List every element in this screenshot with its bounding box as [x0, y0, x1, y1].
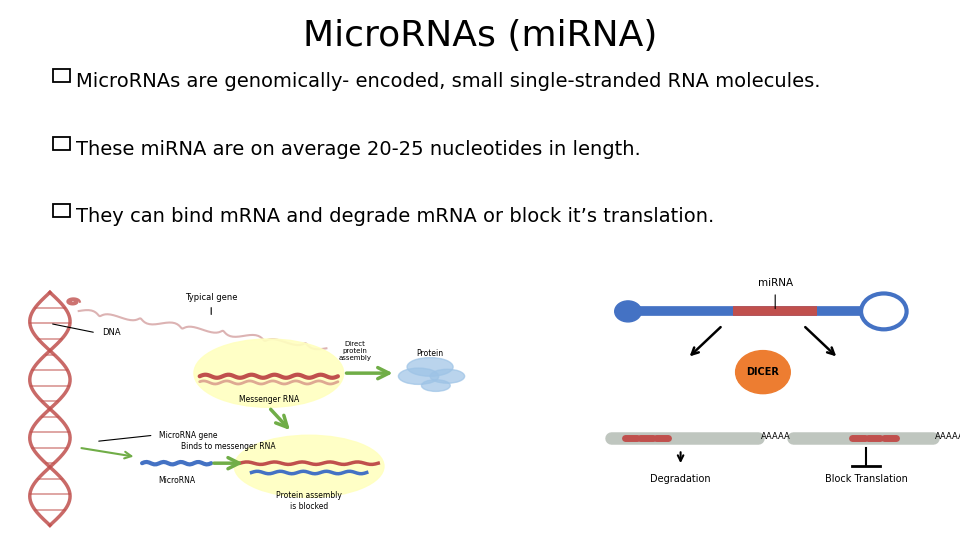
Text: Protein: Protein	[417, 349, 444, 357]
Ellipse shape	[407, 357, 453, 376]
Text: Typical gene: Typical gene	[185, 293, 237, 302]
FancyArrowPatch shape	[271, 409, 287, 427]
Text: Protein assembly
is blocked: Protein assembly is blocked	[276, 491, 342, 510]
Ellipse shape	[234, 435, 384, 497]
Bar	[53, 137, 70, 150]
Text: Messenger RNA: Messenger RNA	[239, 395, 299, 404]
Text: Degradation: Degradation	[650, 474, 711, 484]
Text: DNA: DNA	[102, 328, 120, 338]
Text: AAAAA: AAAAA	[761, 433, 791, 442]
Text: Binds to messenger RNA: Binds to messenger RNA	[181, 442, 276, 451]
Text: DICER: DICER	[747, 367, 780, 377]
Text: MicroRNA: MicroRNA	[158, 476, 195, 484]
Circle shape	[861, 293, 906, 329]
Ellipse shape	[421, 380, 450, 392]
Ellipse shape	[430, 369, 465, 383]
Ellipse shape	[194, 339, 344, 407]
Text: miRNA: miRNA	[757, 278, 793, 288]
FancyArrowPatch shape	[82, 448, 132, 458]
Bar	[53, 205, 70, 218]
Text: MicroRNAs are genomically- encoded, small single-stranded RNA molecules.: MicroRNAs are genomically- encoded, smal…	[76, 72, 821, 91]
Text: AAAAA: AAAAA	[935, 433, 960, 442]
FancyArrowPatch shape	[347, 368, 389, 379]
Bar	[53, 70, 70, 83]
Ellipse shape	[398, 368, 439, 384]
Text: MicroRNA gene: MicroRNA gene	[159, 431, 218, 440]
Circle shape	[614, 301, 641, 322]
Text: These miRNA are on average 20-25 nucleotides in length.: These miRNA are on average 20-25 nucleot…	[76, 139, 640, 159]
Circle shape	[735, 350, 790, 394]
Text: MicroRNAs (miRNA): MicroRNAs (miRNA)	[302, 19, 658, 53]
Text: Direct
protein
assembly: Direct protein assembly	[339, 341, 372, 361]
Text: Block Translation: Block Translation	[825, 474, 908, 484]
FancyArrowPatch shape	[214, 457, 239, 469]
Text: They can bind mRNA and degrade mRNA or block it’s translation.: They can bind mRNA and degrade mRNA or b…	[76, 207, 714, 226]
